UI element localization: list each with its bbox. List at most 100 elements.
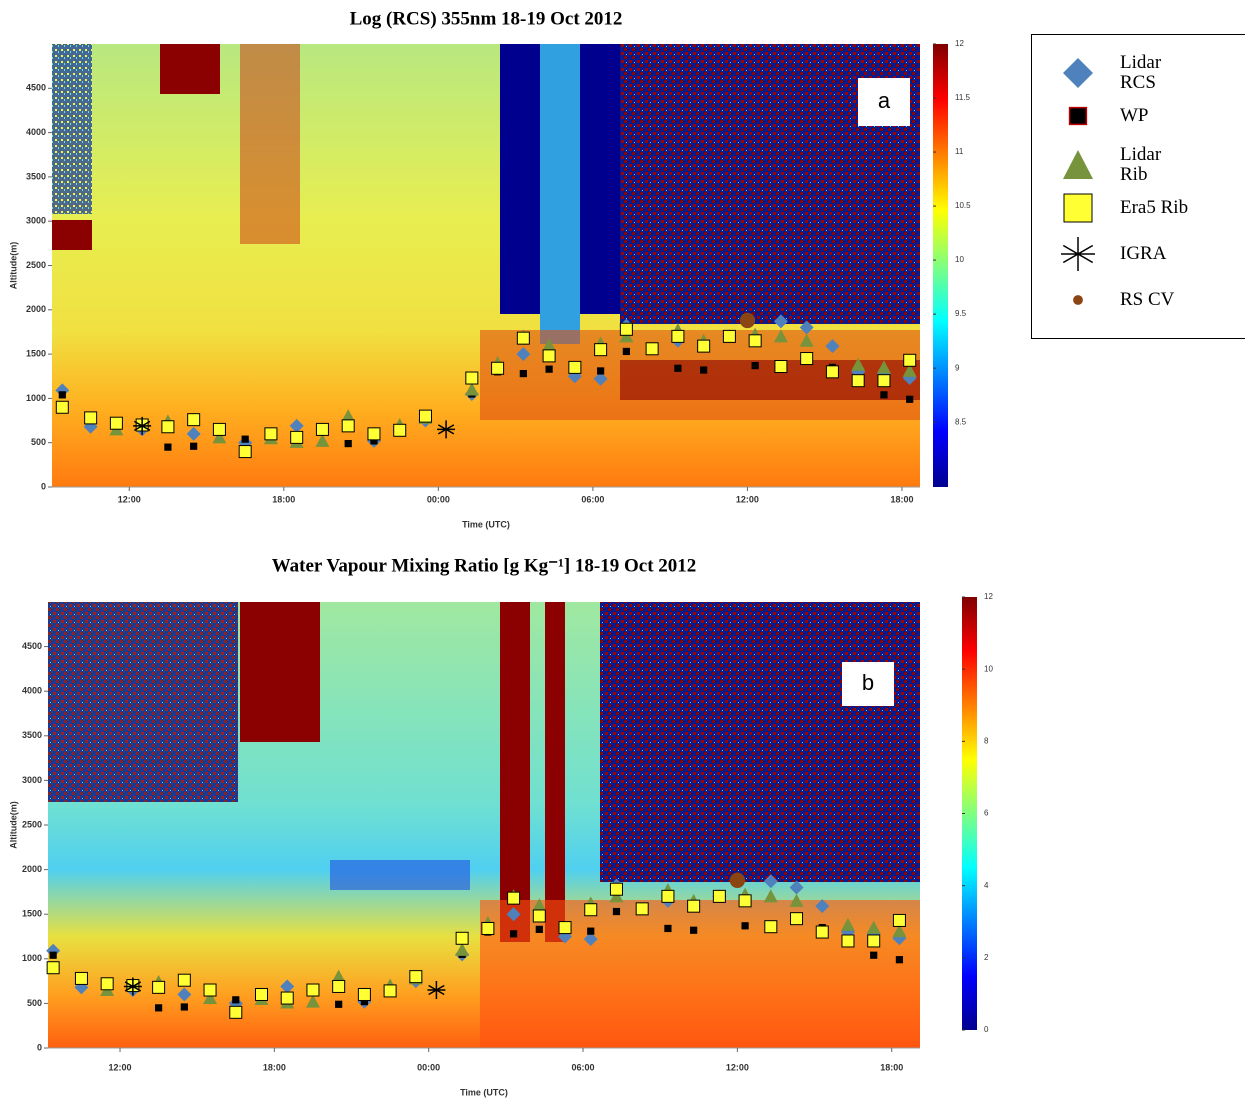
marker-box: [800, 352, 814, 366]
marker-box: [558, 921, 572, 935]
marker-box: [568, 360, 582, 374]
marker-triangle: [851, 357, 866, 371]
marker-box: [491, 361, 505, 375]
marker-square: [674, 364, 682, 372]
marker-box: [877, 374, 891, 388]
marker-triangle: [799, 333, 814, 347]
marker-diamond: [789, 880, 804, 895]
x-axis-label: Time (UTC): [462, 519, 510, 529]
y-tick-label: 2500: [22, 819, 42, 829]
y-axis-label: Altitude(m): [8, 801, 18, 849]
marker-square: [741, 922, 749, 930]
marker-box: [315, 422, 329, 436]
marker-diamond: [506, 907, 521, 922]
legend-label: Era5 Rib: [1120, 197, 1189, 218]
marker-triangle: [542, 338, 557, 352]
marker-square: [597, 367, 605, 375]
marker-asterisk: [437, 420, 456, 439]
y-tick-label: 4000: [26, 127, 46, 137]
marker-box: [687, 899, 701, 913]
marker-asterisk: [133, 416, 152, 435]
marker-circle: [729, 872, 746, 889]
marker-box: [774, 360, 788, 374]
marker-box: [238, 445, 252, 459]
annotation-box: [858, 78, 910, 126]
marker-box: [455, 931, 469, 945]
marker-box: [542, 349, 556, 363]
heatmap-a: [52, 44, 920, 487]
marker-triangle: [840, 917, 855, 931]
marker-square: [360, 998, 368, 1006]
legend-swatch: [1063, 150, 1093, 179]
marker-box: [748, 334, 762, 348]
x-tick-label: 18:00: [890, 494, 913, 504]
y-tick-label: 0: [37, 1042, 42, 1052]
marker-square: [535, 925, 543, 933]
marker-box: [203, 983, 217, 997]
marker-box: [418, 409, 432, 423]
marker-square: [49, 951, 57, 959]
y-tick-label: 3500: [26, 171, 46, 181]
marker-box: [306, 983, 320, 997]
marker-box: [507, 891, 521, 905]
marker-box: [84, 411, 98, 425]
marker-square: [880, 391, 888, 399]
marker-triangle: [315, 433, 330, 447]
marker-box: [341, 419, 355, 433]
marker-box: [841, 934, 855, 948]
marker-diamond: [773, 314, 788, 329]
legend-entry: Lidar RCS: [1032, 53, 1190, 93]
marker-triangle: [305, 994, 320, 1008]
y-tick-label: 500: [27, 998, 42, 1008]
marker-square: [906, 395, 914, 403]
marker-box: [229, 1005, 243, 1019]
marker-square: [190, 442, 198, 450]
marker-triangle: [866, 920, 881, 934]
legend-swatch: [1063, 58, 1093, 88]
marker-asterisk: [123, 977, 142, 996]
marker-box: [357, 987, 371, 1001]
x-tick-label: 00:00: [417, 1062, 440, 1072]
marker-square: [690, 926, 698, 934]
marker-diamond: [516, 347, 531, 362]
colorbar-tick-label: 12: [984, 592, 993, 601]
marker-square: [895, 956, 904, 964]
legend-swatch: [1073, 295, 1083, 305]
marker-triangle: [203, 991, 218, 1005]
marker-square: [664, 924, 672, 933]
marker-diamond: [815, 899, 830, 914]
marker-box: [74, 971, 88, 985]
marker-triangle: [331, 969, 346, 983]
y-tick-label: 4500: [26, 83, 46, 93]
marker-box: [465, 371, 479, 385]
y-tick-label: 1500: [22, 909, 42, 919]
annotation: b: [862, 670, 874, 695]
marker-square: [232, 996, 240, 1004]
marker-box: [661, 889, 675, 903]
marker-diamond: [593, 371, 608, 386]
marker-box: [332, 979, 346, 993]
marker-box: [177, 973, 191, 987]
marker-triangle: [212, 430, 227, 444]
legend-label: IGRA: [1120, 243, 1167, 264]
marker-box: [187, 413, 201, 427]
y-tick-label: 3500: [22, 730, 42, 740]
marker-box: [671, 329, 685, 343]
x-tick-label: 06:00: [581, 494, 604, 504]
marker-box: [100, 977, 114, 991]
legend-swatch: [1063, 193, 1093, 223]
marker-triangle: [789, 893, 804, 907]
marker-diamond: [825, 339, 840, 354]
colorbar-tick-label: 8.5: [955, 417, 967, 426]
colorbar-tick-label: 10: [955, 255, 964, 264]
y-tick-label: 3000: [22, 775, 42, 785]
marker-square: [545, 365, 553, 373]
marker-triangle: [763, 889, 778, 903]
marker-square: [509, 930, 518, 938]
x-tick-label: 12:00: [109, 1062, 132, 1072]
colorbar: [933, 44, 948, 487]
marker-box: [161, 420, 175, 434]
marker-box: [892, 913, 906, 927]
marker-box: [290, 430, 304, 444]
